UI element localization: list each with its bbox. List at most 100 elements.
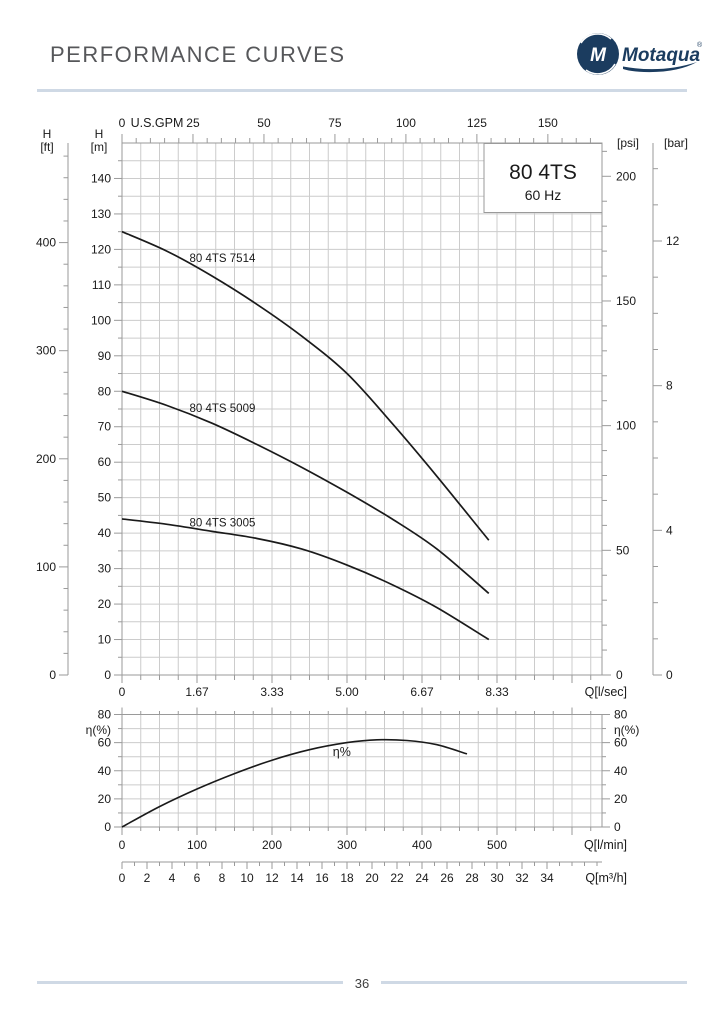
gpm-tick-label: 75: [328, 116, 342, 130]
lsec-tick-label: 1.67: [185, 685, 209, 699]
axis-unit-bar: [bar]: [664, 136, 688, 150]
performance-chart-main: 0 25 50 75 100 125 150U.S.GPMH[m]0102030405060…: [36, 116, 688, 699]
page-title: PERFORMANCE CURVES: [50, 42, 346, 67]
lsec-tick-label: 6.67: [410, 685, 434, 699]
m3h-tick-label: 24: [415, 871, 429, 885]
h-ft-tick-label: 200: [36, 452, 56, 466]
m3h-tick-label: 10: [240, 871, 254, 885]
page-number: 36: [0, 975, 724, 993]
eta-tick-label: 60: [614, 736, 628, 750]
h-ft-tick-label: 100: [36, 560, 56, 574]
eta-tick-label: 0: [614, 820, 621, 834]
logo-circle: [577, 33, 619, 75]
logo-m-icon: M: [590, 45, 607, 66]
pump-model-title: 80 4TS: [509, 161, 577, 184]
efficiency-curve: η%: [121, 738, 468, 828]
title-box-frame: [483, 143, 603, 213]
lmin-tick-label: 400: [412, 838, 432, 852]
lmin-tick-label: 300: [337, 838, 357, 852]
psi-tick-label: 100: [616, 419, 636, 433]
header-divider: [37, 89, 687, 92]
m3h-tick-label: 8: [219, 871, 226, 885]
lmin-tick-label: 500: [487, 838, 507, 852]
m3h-tick-label: 2: [144, 871, 151, 885]
eff-y-axis-right: 0 20 40 60 80η(%): [602, 708, 639, 834]
lsec-tick-label: 8.33: [485, 685, 509, 699]
curve-80-4TS-7514: [121, 230, 490, 541]
lsec-axis-label: Q[l/sec]: [585, 685, 627, 699]
h-m-tick-label: 60: [98, 455, 112, 469]
h-m-tick-label: 130: [91, 207, 111, 221]
right-axis-psi: [psi] 0 50 100 150 200: [602, 136, 639, 682]
lsec-tick-label: 3.33: [260, 685, 284, 699]
bar-tick-label: 8: [666, 379, 673, 393]
brand-name: Motaqua: [622, 45, 701, 66]
axis-title-h: H: [95, 127, 104, 141]
m3h-tick-label: 26: [440, 871, 454, 885]
eta-tick-label: 40: [98, 764, 112, 778]
gpm-tick-label: 0: [119, 116, 126, 130]
curve-80-4TS-5009: [121, 390, 490, 595]
axis-title-h: H: [43, 127, 52, 141]
h-m-tick-label: 50: [98, 491, 112, 505]
right-axis-bar: [bar] 0 4 8 12: [652, 136, 688, 682]
axis-unit-psi: [psi]: [617, 136, 639, 150]
m3h-tick-label: 14: [290, 871, 304, 885]
h-m-tick-label: 110: [92, 278, 111, 292]
m3h-tick-label: 20: [365, 871, 379, 885]
h-ft-tick-label: 0: [49, 668, 56, 682]
logo-swirl-top: [580, 33, 612, 44]
h-m-tick-label: 80: [98, 384, 112, 398]
eta-tick-label: 40: [614, 764, 628, 778]
head-curves: 80 4TS 7514 80 4TS 5009 80 4TS 3005: [121, 230, 490, 641]
m3h-tick-label: 6: [194, 871, 201, 885]
m3h-tick-label: 32: [515, 871, 529, 885]
m3h-axis-label: Q[m³/h]: [585, 871, 627, 885]
lsec-tick-label: 5.00: [335, 685, 359, 699]
left-axis-h-m: H[m] 0 10 20 30 40 50 60 70 80 90 100 110 120 130 140: [91, 127, 122, 682]
h-m-tick-label: 0: [104, 668, 111, 682]
brand-logo: M Motaqua ®: [577, 33, 703, 75]
eff-m3h-axis: 0 2 4 6 8 10 12 14 16 18 20 22 24 26 28 30 32 34 Q[m³/h]: [119, 861, 627, 885]
eff-y-axis-left: 0 20 40 60 80η(%): [86, 708, 122, 834]
h-m-tick-label: 10: [98, 633, 112, 647]
h-m-tick-label: 20: [98, 597, 112, 611]
lmin-tick-label: 0: [119, 838, 126, 852]
brand-swoosh: [623, 62, 697, 73]
m3h-tick-label: 12: [265, 871, 279, 885]
h-m-tick-label: 100: [91, 313, 111, 327]
curve-label: 80 4TS 5009: [190, 403, 256, 415]
h-ft-tick-label: 400: [36, 236, 56, 250]
gpm-tick-label: 150: [538, 116, 558, 130]
gpm-axis-label: U.S.GPM: [131, 116, 184, 130]
gpm-tick-label: 50: [257, 116, 271, 130]
h-m-tick-label: 30: [98, 562, 112, 576]
h-m-tick-label: 70: [98, 420, 112, 434]
psi-tick-label: 150: [616, 294, 636, 308]
logo-swirl-bottom: [585, 63, 616, 75]
psi-tick-label: 200: [616, 169, 636, 183]
h-m-tick-label: 120: [91, 242, 111, 256]
eta-axis-label: η(%): [614, 723, 639, 737]
efficiency-chart: 0 100 200 300 400 500 Q[l/min]020406080η(%)020…: [86, 707, 639, 885]
h-m-tick-label: 140: [91, 171, 111, 185]
bar-tick-label: 4: [666, 523, 673, 537]
lmin-tick-label: 100: [187, 838, 207, 852]
chart-title-box: 80 4TS 60 Hz: [483, 143, 603, 213]
eff-lmin-axis: 0 100 200 300 400 500 Q[l/min]: [119, 707, 627, 852]
m3h-tick-label: 16: [315, 871, 329, 885]
m3h-tick-label: 34: [540, 871, 554, 885]
eta-tick-label: 80: [98, 708, 112, 722]
bar-tick-label: 0: [666, 668, 673, 682]
eta-axis-label: η(%): [86, 723, 111, 737]
curve-80-4TS-3005: [121, 518, 490, 641]
eff-gridlines: [122, 714, 602, 827]
registered-mark: ®: [697, 41, 703, 49]
m3h-tick-label: 4: [169, 871, 176, 885]
brand-logo-text: Motaqua ®: [622, 41, 703, 73]
gpm-tick-label: 100: [396, 116, 416, 130]
top-axis-us-gpm: 0 25 50 75 100 125 150 U.S.GPM: [119, 116, 591, 143]
brand-logo-mark: M: [577, 33, 619, 75]
